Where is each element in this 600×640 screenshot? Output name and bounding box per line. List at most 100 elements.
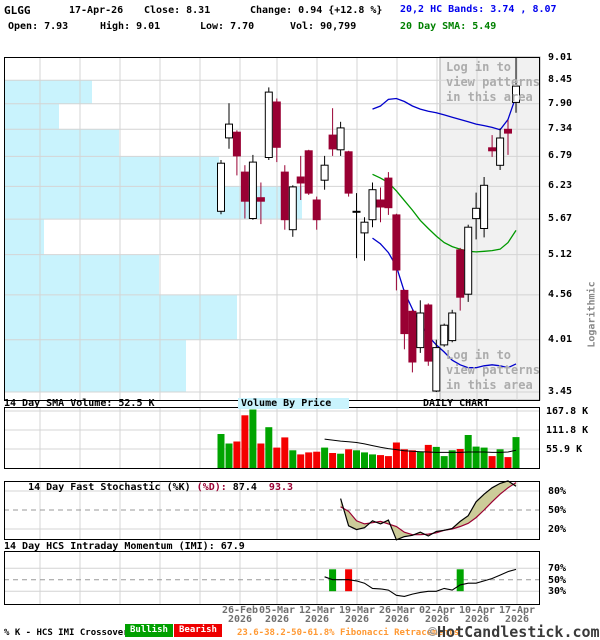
stochastic-k-value: 87.4	[232, 482, 257, 493]
volume-bar	[424, 444, 432, 468]
site-watermark: ©HotCandlestick.com	[428, 623, 600, 640]
volume-bar	[456, 449, 464, 468]
volume-axis-tick: 167.8 K	[546, 405, 589, 417]
change-value: Change: 0.94 {+12.8 %}	[250, 5, 383, 16]
volume-bar	[353, 450, 360, 468]
pane-border	[4, 481, 540, 540]
date-axis-tick: 05-Mar 2026	[258, 605, 296, 625]
price-axis-tick: 7.34	[548, 123, 573, 135]
imi-crossover-bullish	[456, 569, 464, 592]
date-axis-tick: 19-Mar 2026	[338, 605, 376, 625]
stochastic-axis-tick: 50%	[548, 505, 567, 516]
imi-axis-tick: 30%	[548, 586, 567, 598]
volume-bar	[488, 456, 496, 468]
volume-bar	[369, 454, 376, 468]
candle-up	[496, 137, 505, 166]
volume-by-price-bar	[4, 254, 159, 295]
imi-axis-tick: 70%	[548, 563, 567, 575]
stochastic-d-value: 93.3	[256, 482, 294, 493]
volume-bar	[345, 449, 353, 468]
candle-up	[432, 347, 441, 392]
volume-by-price-bar	[4, 339, 186, 392]
volume-bar	[217, 434, 225, 468]
sma20-line	[372, 173, 517, 253]
volume-bar	[496, 449, 504, 468]
volume-bar	[504, 457, 512, 468]
stochastic-pane-label: 14 Day Fast Stochastic (%K) (%D): 87.4 9…	[4, 471, 293, 504]
volume-bar	[337, 453, 345, 468]
stochastic-axis-tick: 20%	[548, 524, 567, 535]
volume-bar	[448, 450, 456, 468]
candle-up	[352, 210, 361, 213]
imi-line	[324, 568, 517, 597]
watermark-text: HotCandlestick.com	[437, 623, 600, 640]
candle-down	[424, 304, 433, 362]
close-value: Close: 8.31	[144, 5, 211, 16]
daily-chart-label: DAILY CHART	[423, 398, 490, 409]
volume-bar	[377, 455, 384, 468]
candle-down	[232, 131, 241, 157]
high-value: High: 9.01	[100, 21, 161, 32]
hc-band-upper-line	[372, 96, 517, 131]
volume-bar	[321, 447, 329, 468]
volume-bar	[512, 437, 520, 468]
volume-bar	[392, 442, 400, 468]
candle-up	[217, 162, 225, 212]
candle-up	[472, 207, 481, 220]
log-scale-label: Logarithmic	[586, 281, 598, 348]
date-axis-tick: 26-Feb 2026	[221, 605, 259, 625]
candle-down	[280, 171, 289, 221]
candle-up	[320, 164, 329, 181]
volume-bar	[480, 447, 488, 468]
volume-bar	[408, 450, 416, 468]
login-pattern-overlay-bottom: Log in to view patterns in this area	[446, 348, 540, 392]
price-axis-tick: 4.56	[548, 288, 573, 300]
copyright-icon: ©	[428, 623, 438, 640]
bearish-legend-badge: Bearish	[174, 624, 222, 637]
volume-value: Vol: 90,799	[290, 21, 357, 32]
price-axis-tick: 5.67	[548, 213, 573, 225]
volume-pane-label: 14 Day SMA Volume: 52.5 K	[4, 398, 155, 409]
candle-up	[264, 91, 273, 158]
stochastic-k-label: 14 Day Fast Stochastic (%K)	[28, 482, 197, 493]
candle-up	[248, 161, 257, 220]
candle-down	[504, 128, 512, 134]
candle-down	[296, 176, 305, 184]
candle-up	[416, 312, 425, 349]
crossover-legend-label: % K - HCS IMI Crossover,	[4, 628, 135, 638]
volume-bar	[361, 452, 368, 468]
date-axis-tick: 17-Apr 2026	[498, 605, 536, 625]
volume-bar	[329, 453, 337, 468]
bullish-legend-badge: Bullish	[125, 624, 173, 637]
date-axis-tick: 10-Apr 2026	[458, 605, 496, 625]
volume-bar	[297, 454, 305, 468]
volume-bar	[233, 441, 241, 468]
volume-bar	[225, 443, 233, 468]
candle-down	[408, 310, 417, 363]
volume-by-price-bar	[4, 103, 59, 130]
candle-up	[368, 189, 377, 221]
volume-bar	[416, 451, 424, 468]
price-axis-tick: 9.01	[548, 52, 573, 63]
volume-bar	[265, 427, 273, 468]
ticker-symbol: GLGG	[4, 4, 31, 17]
date-axis-tick: 12-Mar 2026	[298, 605, 336, 625]
stochastic-d-label: (%D):	[196, 482, 233, 493]
volume-by-price-bar	[4, 219, 44, 255]
candle-up	[512, 85, 520, 103]
candle-down	[312, 199, 321, 221]
volume-bar	[281, 437, 289, 468]
volume-by-price-bar	[4, 80, 92, 104]
date-axis-tick: 02-Apr 2026	[418, 605, 456, 625]
candle-down	[240, 171, 249, 202]
volume-by-price-bar	[4, 186, 302, 220]
volume-bar	[249, 409, 257, 468]
quote-date: 17-Apr-26	[69, 5, 124, 16]
volume-bar	[472, 446, 480, 468]
volume-bar	[432, 446, 440, 468]
volume-by-price-bar	[4, 156, 219, 187]
volume-bar	[384, 456, 392, 468]
volume-bar	[305, 452, 313, 468]
